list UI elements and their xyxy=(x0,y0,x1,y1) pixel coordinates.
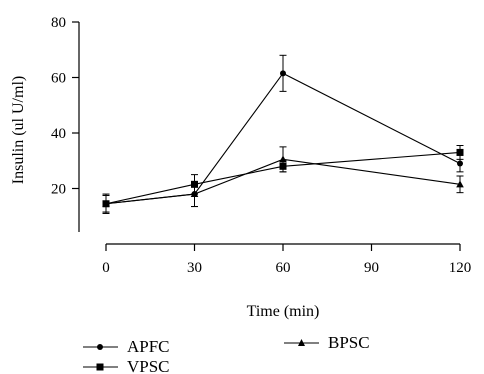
y-ticks: 20 40 60 80 xyxy=(51,15,79,198)
legend: APFC BPSC VPSC xyxy=(83,333,370,374)
point-vpsc-0 xyxy=(102,200,110,208)
x-ticks: 0 30 60 90 120 xyxy=(102,244,471,276)
legend-label-bpsc: BPSC xyxy=(328,333,370,352)
series-line-apfc xyxy=(105,72,461,205)
y-tick-label-80: 80 xyxy=(51,15,66,31)
series-apfc xyxy=(102,54,464,213)
x-tick-label-90: 90 xyxy=(364,260,379,276)
legend-marker-bpsc xyxy=(298,339,305,346)
x-tick-label-120: 120 xyxy=(449,260,472,276)
legend-marker-vpsc xyxy=(96,363,104,371)
legend-item-apfc: APFC xyxy=(83,337,170,356)
series-vpsc xyxy=(102,144,464,213)
y-tick-label-40: 40 xyxy=(51,126,66,142)
point-bpsc-120 xyxy=(456,180,464,188)
series-layer xyxy=(102,54,464,214)
x-tick-label-0: 0 xyxy=(102,260,110,276)
y-tick-label-60: 60 xyxy=(51,71,66,87)
legend-item-bpsc: BPSC xyxy=(284,333,370,352)
axes xyxy=(78,22,460,245)
y-axis-label: Insulin (ul U/ml) xyxy=(10,76,27,184)
legend-label-apfc: APFC xyxy=(127,337,170,356)
y-tick-label-20: 20 xyxy=(51,182,66,198)
point-vpsc-60 xyxy=(279,162,287,170)
x-tick-label-30: 30 xyxy=(187,260,202,276)
point-vpsc-30 xyxy=(191,180,198,188)
point-apfc-60 xyxy=(280,70,286,77)
legend-marker-apfc xyxy=(97,344,103,350)
legend-item-vpsc: VPSC xyxy=(83,357,170,374)
legend-label-vpsc: VPSC xyxy=(127,357,170,374)
point-apfc-120 xyxy=(457,160,463,167)
series-line-vpsc xyxy=(105,151,461,205)
series-line-bpsc xyxy=(105,158,461,205)
x-tick-label-60: 60 xyxy=(276,260,291,276)
x-axis-label: Time (min) xyxy=(247,303,320,320)
point-vpsc-120 xyxy=(456,148,464,156)
